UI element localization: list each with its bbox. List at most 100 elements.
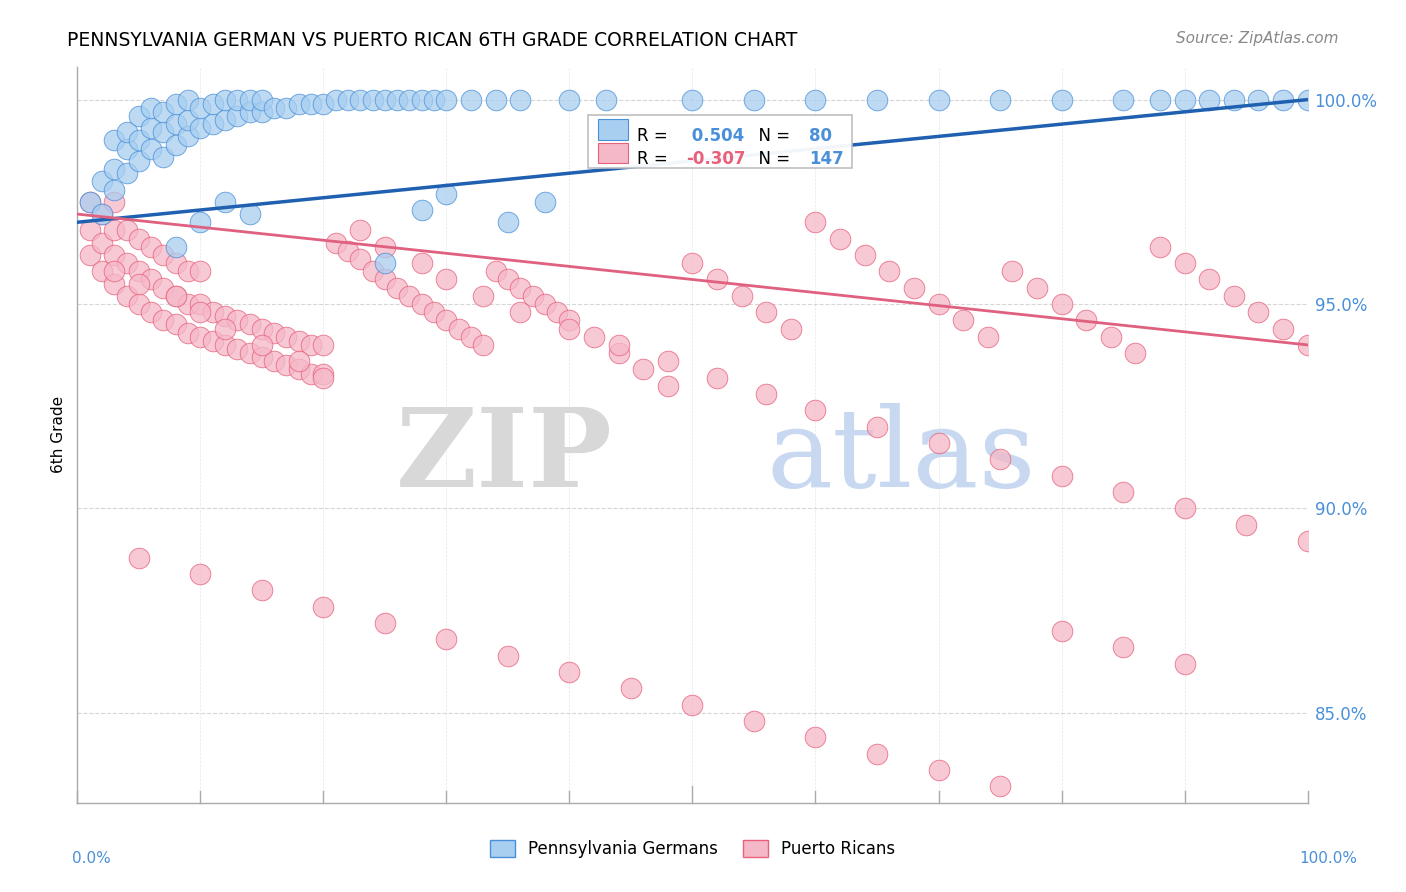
Point xyxy=(214,310,236,324)
Point xyxy=(239,104,262,119)
Point xyxy=(288,334,311,348)
Point xyxy=(361,93,384,107)
Point xyxy=(607,338,630,352)
Point xyxy=(509,93,531,107)
Text: 0.0%: 0.0% xyxy=(72,851,111,865)
Point xyxy=(90,207,114,221)
Point xyxy=(436,93,458,107)
Point xyxy=(128,133,150,147)
Point xyxy=(1026,281,1049,295)
Point xyxy=(1174,657,1197,671)
Point xyxy=(177,326,200,340)
Point xyxy=(239,207,262,221)
Point xyxy=(276,330,298,344)
Point xyxy=(607,346,630,360)
Point xyxy=(804,731,827,745)
Point xyxy=(214,93,236,107)
Point xyxy=(436,186,458,201)
Point xyxy=(1272,93,1295,107)
Point xyxy=(276,359,298,373)
Point xyxy=(226,342,249,356)
Point xyxy=(165,96,187,111)
Point xyxy=(374,240,396,254)
Point xyxy=(177,264,200,278)
Point xyxy=(977,330,1000,344)
Text: N =: N = xyxy=(748,150,796,168)
Point xyxy=(103,194,125,209)
Point xyxy=(866,93,889,107)
Point xyxy=(1234,517,1257,532)
Point xyxy=(903,281,925,295)
Point xyxy=(128,277,150,291)
Point xyxy=(90,264,114,278)
Point xyxy=(128,109,150,123)
Point xyxy=(1112,485,1135,500)
Point xyxy=(755,305,778,319)
Point xyxy=(214,194,236,209)
Point xyxy=(263,354,285,368)
Point xyxy=(583,330,606,344)
Point xyxy=(1050,93,1073,107)
Point xyxy=(165,256,187,270)
Point xyxy=(115,142,138,156)
Point xyxy=(239,93,262,107)
Point xyxy=(1296,338,1319,352)
Point xyxy=(682,698,704,712)
Point xyxy=(188,264,212,278)
Point xyxy=(411,297,433,311)
Point xyxy=(152,281,174,295)
Point xyxy=(141,101,163,115)
Point xyxy=(312,599,335,614)
Point xyxy=(1112,640,1135,655)
Point xyxy=(436,632,458,647)
Point xyxy=(1174,93,1197,107)
Point xyxy=(988,452,1011,467)
Point xyxy=(325,93,347,107)
Point xyxy=(534,297,557,311)
Point xyxy=(546,305,568,319)
Point xyxy=(1247,93,1270,107)
Point xyxy=(742,93,765,107)
Point xyxy=(79,248,101,262)
Point xyxy=(115,289,138,303)
Point xyxy=(165,289,187,303)
Point xyxy=(374,615,396,630)
Point xyxy=(312,370,335,384)
Point xyxy=(866,747,889,761)
Text: 100.0%: 100.0% xyxy=(1299,851,1358,865)
Point xyxy=(866,419,889,434)
Point xyxy=(141,305,163,319)
Point xyxy=(201,334,224,348)
Point xyxy=(103,223,125,237)
Point xyxy=(411,256,433,270)
Text: -0.307: -0.307 xyxy=(686,150,745,168)
Point xyxy=(398,93,420,107)
Point xyxy=(1050,297,1073,311)
Point xyxy=(496,272,519,286)
Point xyxy=(312,338,335,352)
Point xyxy=(214,338,236,352)
Point xyxy=(312,96,335,111)
Point xyxy=(1174,501,1197,516)
Point xyxy=(152,150,174,164)
Point xyxy=(780,321,803,335)
Point xyxy=(731,289,754,303)
Point xyxy=(250,583,273,598)
Point xyxy=(152,125,174,139)
Point xyxy=(250,321,273,335)
Point xyxy=(374,272,396,286)
Point xyxy=(276,101,298,115)
Point xyxy=(682,93,704,107)
Point xyxy=(152,313,174,327)
Point xyxy=(1296,534,1319,549)
Point xyxy=(620,681,643,696)
Point xyxy=(177,297,200,311)
Point xyxy=(250,338,273,352)
Point xyxy=(436,272,458,286)
Y-axis label: 6th Grade: 6th Grade xyxy=(51,396,66,474)
Point xyxy=(79,194,101,209)
Point xyxy=(141,240,163,254)
Point xyxy=(226,109,249,123)
Point xyxy=(804,215,827,229)
Text: ZIP: ZIP xyxy=(395,403,613,510)
